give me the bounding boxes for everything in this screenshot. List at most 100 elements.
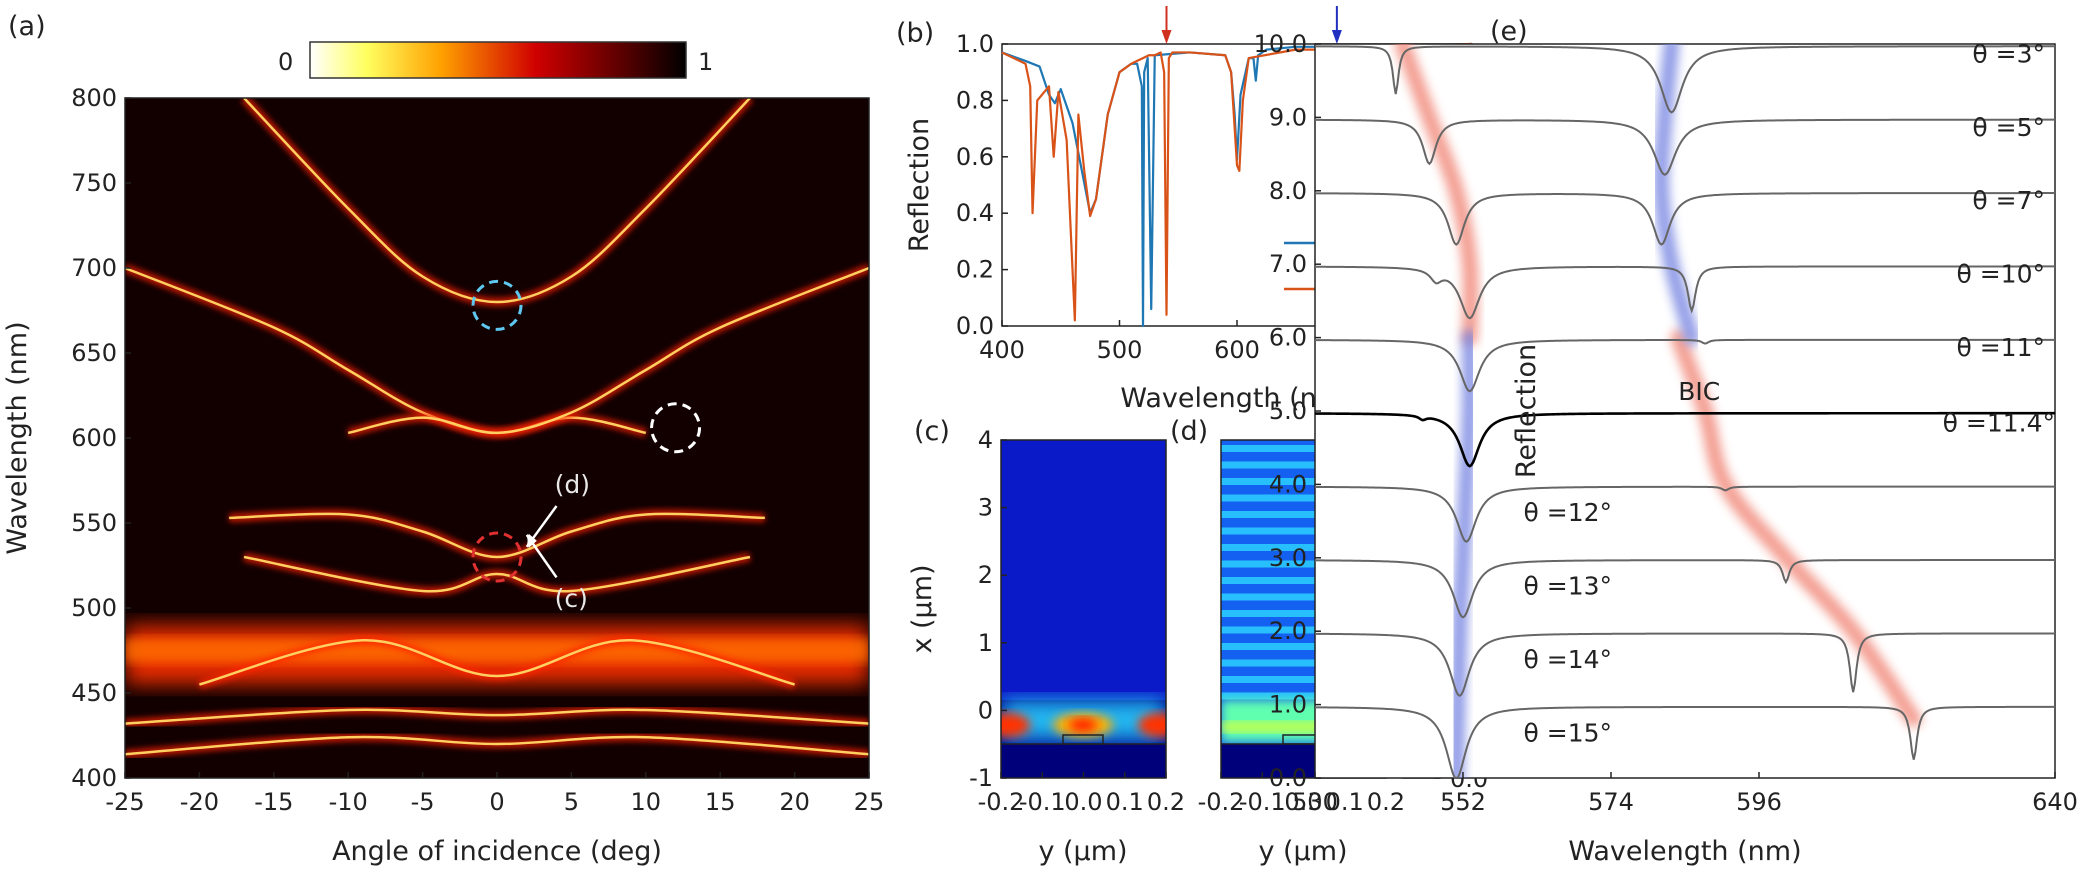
panel-c: -0.2-0.10.0 0.1 0.2 -1 0 1 2 3 4 y (μm) x (μm) (907, 426, 1185, 867)
field-map-d-stripe (1221, 676, 1386, 683)
panel-label-e: (e) (1490, 16, 1528, 47)
colorbar-a-min-label: 0 (278, 48, 293, 76)
plot-b-arrow-head (1331, 30, 1342, 44)
field-map-d-stripe (1221, 494, 1386, 502)
field-map-d-stripe (1221, 659, 1386, 667)
panel-c-ytick-label: 1 (978, 629, 993, 657)
field-map-c-hotspot-left (1001, 713, 1030, 737)
panel-e-x-axis-label: Wavelength (nm) (1568, 836, 1801, 867)
plot-b-series-line-0 (1001, 42, 1473, 328)
panel-b-ytick-label: 1.0 (956, 30, 994, 58)
plot-e-angle-label: θ =11.4° (1943, 409, 2055, 438)
panel-a-y-axis-label: Wavelength (nm) (2, 321, 33, 554)
panel-label-c: (c) (914, 416, 950, 447)
panel-e-ytick-label: 7.0 (1269, 250, 1307, 278)
panel-d-x-axis-label: y (μm) (1258, 836, 1347, 867)
panel-e-xtick-label: 530 (1292, 788, 1338, 816)
panel-a-x-axis-label: Angle of incidence (deg) (332, 836, 662, 867)
panel-e-ytick-label: 10.0 (1254, 30, 1307, 58)
panel-d-xtick-label: -0.1 (1239, 788, 1286, 816)
panel-e-ytick-label: 8.0 (1269, 177, 1307, 205)
panel-d-xtick-label: -0.2 (1198, 788, 1245, 816)
field-map-d-stripe (1221, 560, 1386, 568)
plot-e-angle-label: θ =7° (1972, 186, 2045, 215)
heatmap-a-band (229, 512, 765, 559)
panel-a-ytick-label: 800 (71, 84, 117, 112)
plot-e-red-band (1394, 44, 1479, 346)
panel-e-xtick-label: 596 (1736, 788, 1782, 816)
plot-e-angle-label: θ =15° (1524, 718, 1613, 747)
field-map-d-stripe (1221, 527, 1386, 535)
plot-e-spectrum-line (1315, 45, 2055, 114)
colorbar-a (309, 41, 687, 79)
panel-c-ytick-label: 0 (978, 696, 993, 724)
panel-c-ytick-label: -1 (969, 764, 993, 792)
panel-a-ytick-label: 450 (71, 679, 117, 707)
field-map-d-stripe (1221, 626, 1386, 634)
field-map-d-stripe (1221, 478, 1386, 485)
plot-e-blue-band (1653, 44, 1700, 346)
panel-c-xtick-label: -0.1 (1019, 788, 1066, 816)
panel-e-ytick-label: 1.0 (1269, 691, 1307, 719)
panel-d-xtick-label: 0.0 (1284, 788, 1322, 816)
heatmap-a-circle-cyan (471, 279, 523, 331)
panel-c-xtick-label: 0.2 (1147, 788, 1185, 816)
panel-b-xtick-label: 400 (979, 336, 1025, 364)
panel-a-xtick-label: -25 (105, 788, 144, 816)
panel-e-ytick-label: 0.0 (1269, 764, 1307, 792)
panel-e-xtick-label: 552 (1440, 788, 1486, 816)
panel-a-ytick-label: 750 (71, 169, 117, 197)
panel-a-xtick-label: 10 (631, 788, 662, 816)
plot-b-series-line-1 (1001, 42, 1473, 322)
panel-e-ytick-label: 5.0 (1269, 397, 1307, 425)
panel-label-b: (b) (896, 18, 934, 49)
panel-b-y-axis-label: Reflection (904, 118, 935, 252)
field-map-d-stripe (1221, 593, 1386, 601)
plot-e-angle-label: θ =5° (1972, 113, 2045, 142)
plot-e-spectrum-line (1315, 338, 2055, 393)
panel-a-ytick-label: 550 (71, 509, 117, 537)
panel-e-ytick-label: 3.0 (1269, 544, 1307, 572)
plot-e-angle-label: θ =11° (1956, 333, 2045, 362)
panel-e-y-axis-label: Reflection (1511, 344, 1542, 478)
panel-b-ytick-label: 0.2 (956, 256, 994, 284)
panel-a-xtick-label: 20 (779, 788, 810, 816)
panel-label-a: (a) (8, 11, 46, 42)
plot-e-spectrum-line (1315, 485, 2055, 543)
panel-e-ytick-label: 6.0 (1269, 324, 1307, 352)
plot-e-spectrum-line (1315, 265, 2055, 320)
panel-b-ytick-label: 0.8 (956, 86, 994, 114)
plot-e-spectrum-line (1315, 632, 2055, 698)
plot-e-angle-label: θ =3° (1972, 39, 2045, 68)
panel-c-ytick-label: 4 (978, 426, 993, 454)
panel-c-y-axis-label: x (μm) (907, 564, 938, 653)
plot-b-arrow-head (1161, 30, 1172, 44)
panel-b-ytick-label: 0.4 (956, 199, 994, 227)
plot-e-angle-label: θ =10° (1956, 260, 2045, 289)
plot-e-spectrum-line (1315, 705, 2055, 778)
plot-e-frame (1314, 43, 2056, 779)
panel-a-ytick-label: 500 (71, 594, 117, 622)
panel-c-x-axis-label: y (μm) (1038, 836, 1127, 867)
plot-e-angle-label: θ =12° (1524, 498, 1613, 527)
heatmap-a-annotation: (c) (555, 584, 588, 613)
panel-b-ytick-label: 0.0 (956, 312, 994, 340)
panel-a-xtick-label: 5 (564, 788, 579, 816)
field-map-d-stripe (1221, 511, 1386, 518)
field-map-d-stripe (1221, 445, 1386, 452)
panel-d-xtick-label: 0.2 (1367, 788, 1405, 816)
field-map-c-top-region (1001, 440, 1166, 700)
panel-a-xtick-label: 15 (705, 788, 736, 816)
panel-label-d: (d) (1170, 416, 1208, 447)
panel-a-ytick-label: 650 (71, 339, 117, 367)
plot-e-bic-label: BIC (1678, 377, 1720, 406)
plot-e-red-band-lower (1670, 329, 1922, 728)
panel-b-ytick-label: 0.6 (956, 143, 994, 171)
plot-e-spectrum-line (1315, 118, 2055, 176)
panel-b-xtick-label: 600 (1214, 336, 1260, 364)
heatmap-a-arrowhead-c (526, 534, 537, 548)
panel-a-xtick-label: -5 (411, 788, 435, 816)
field-map-c-hotspot-mid-core (1069, 718, 1097, 732)
panel-a-ytick-label: 700 (71, 254, 117, 282)
heatmap-a-annotation: (d) (555, 470, 590, 499)
